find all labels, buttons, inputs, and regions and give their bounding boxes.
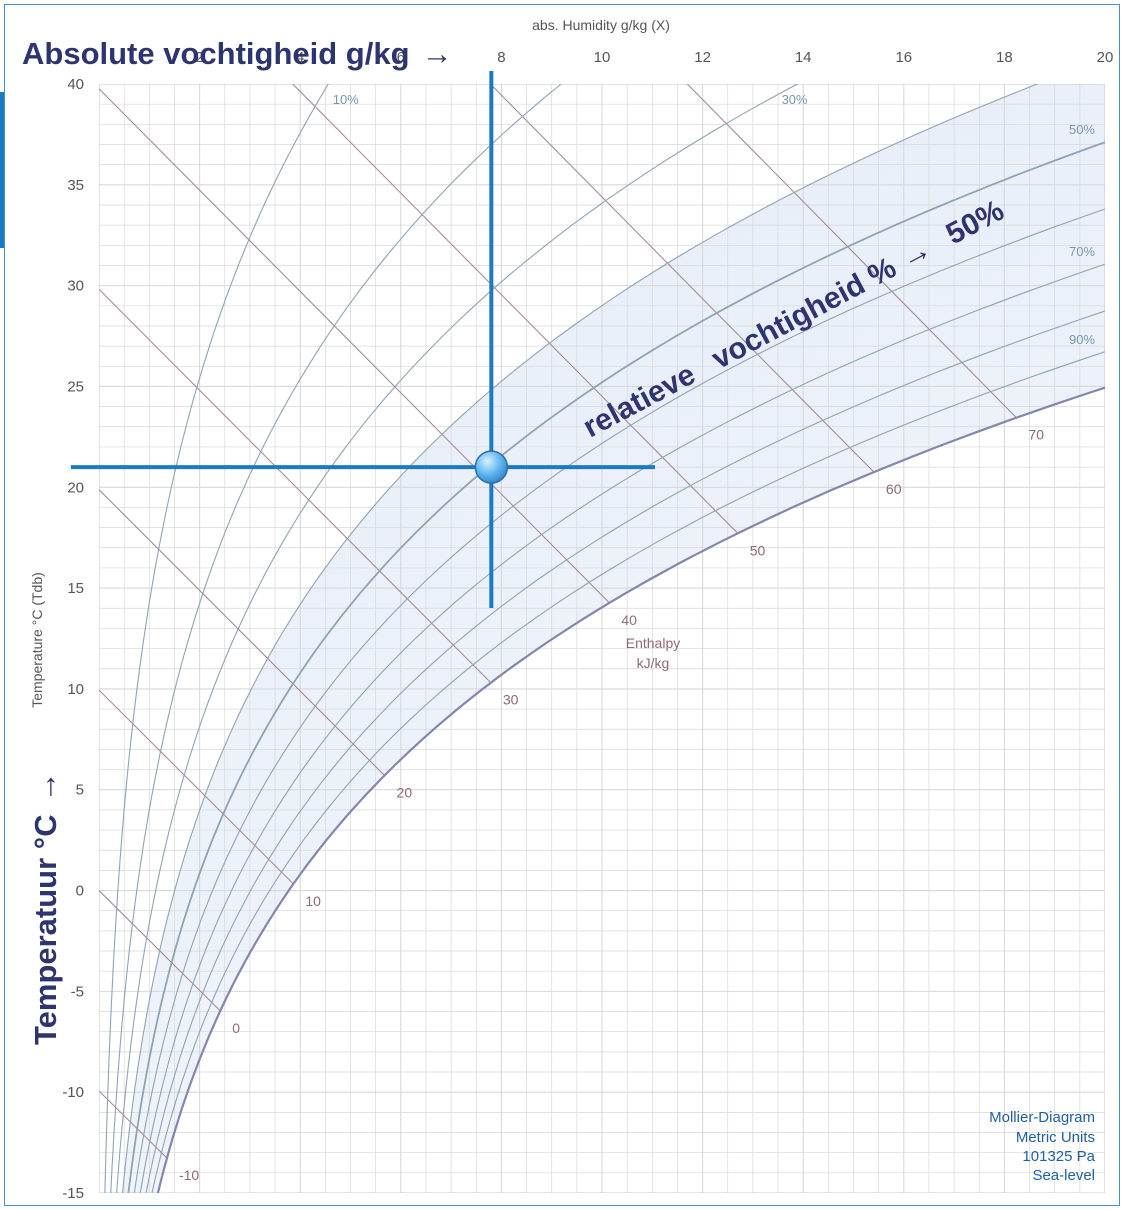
y-tick-label: 20 [67,479,84,496]
y-tick-label: 30 [67,278,84,295]
rh-curve-label: 10% [333,92,359,107]
fog-shading [122,84,1105,1193]
rh-curve [127,141,1105,1193]
arrow-right-icon: → [28,771,63,802]
rh-curve [139,263,1105,1193]
rh-curve [145,310,1105,1193]
temperature-annotation: Temperatuur °C → [28,771,63,1045]
y-tick-label: 0 [76,883,84,900]
enthalpy-line [99,288,492,684]
y-tick-label: -5 [71,983,84,1000]
relative-humidity-curves [104,84,1105,1193]
x-tick-label: 6 [397,49,405,66]
y-tick-label: -15 [62,1185,84,1202]
x-tick-label: 18 [996,49,1013,66]
left-edge-tab [0,92,4,248]
legend-line-2: Metric Units [1016,1129,1095,1146]
enthalpy-line [489,84,875,473]
rh-curve [116,84,799,1193]
rh-curve [121,84,1039,1193]
x-axis-title: abs. Humidity g/kg (X) [532,17,670,33]
x-tick-label: 12 [694,49,711,66]
rh-curve-label: 30% [782,92,808,107]
axis-ticks: 2 4 6 8 10 12 14 16 18 20 -15 -10 -5 0 5 10 15 20 25 30 35 40 [62,49,1113,1202]
enthalpy-line [99,88,610,604]
x-tick-label: 10 [594,49,611,66]
enthalpy-line [99,489,385,776]
enthalpy-label: 10 [305,893,321,909]
y-tick-label: 35 [67,177,84,194]
enthalpy-title-line1: Enthalpy [626,635,680,651]
enthalpy-label: 60 [886,481,902,497]
rh-curve [133,208,1105,1193]
curve-labels: 10% 30% 50% 70% 90% -10 0 10 20 30 40 50 60 70 [179,92,1095,1183]
arrow-right-icon: → [422,36,453,71]
x-tick-label: 14 [795,49,812,66]
enthalpy-label: -10 [179,1167,199,1183]
saturation-curve [156,386,1105,1193]
enthalpy-label: 50 [750,542,766,558]
legend-line-1: Mollier-Diagram [989,1109,1095,1126]
enthalpy-label: 70 [1028,427,1044,443]
chart-frame [4,4,1120,1206]
y-axis-title: Temperature °C (Tdb) [29,572,45,708]
enthalpy-label: 20 [397,784,413,800]
temperature-annotation-text: Temperatuur °C [28,814,63,1045]
rh-curve [110,84,563,1193]
y-tick-label: 5 [76,782,84,799]
enthalpy-line [686,84,1017,419]
enthalpy-title-line2: kJ/kg [637,655,670,671]
abs-humidity-annotation: Absolute vochtigheid g/kg → [22,36,453,71]
rh-curve-label: 50% [1069,122,1095,137]
enthalpy-line [291,84,739,534]
y-tick-label: 10 [67,681,84,698]
abs-humidity-annotation-text: Absolute vochtigheid g/kg [22,36,410,71]
x-tick-label: 8 [497,49,505,66]
marked-point-group [71,71,655,608]
rh-curve [104,84,330,1193]
marked-point [474,450,509,484]
y-tick-label: 40 [67,76,84,93]
x-tick-label: 16 [895,49,912,66]
y-tick-label: -10 [62,1084,84,1101]
enthalpy-label: 30 [503,692,519,708]
legend-line-4: Sea-level [1032,1167,1095,1184]
legend-line-3: 101325 Pa [1022,1148,1095,1165]
y-tick-label: 25 [67,378,84,395]
rh-curve [151,351,1105,1193]
fog-region [122,84,1105,1193]
enthalpy-lines [99,84,1017,1159]
enthalpy-line [99,689,294,885]
enthalpy-label: 0 [232,1020,240,1036]
x-tick-label: 4 [296,49,304,66]
rh-curve-label: 90% [1069,332,1095,347]
rh-curve-label: 70% [1069,244,1095,259]
grid [99,84,1105,1193]
y-tick-label: 15 [67,580,84,597]
enthalpy-label: 40 [621,612,637,628]
x-tick-label: 2 [195,49,203,66]
x-tick-label: 20 [1097,49,1114,66]
